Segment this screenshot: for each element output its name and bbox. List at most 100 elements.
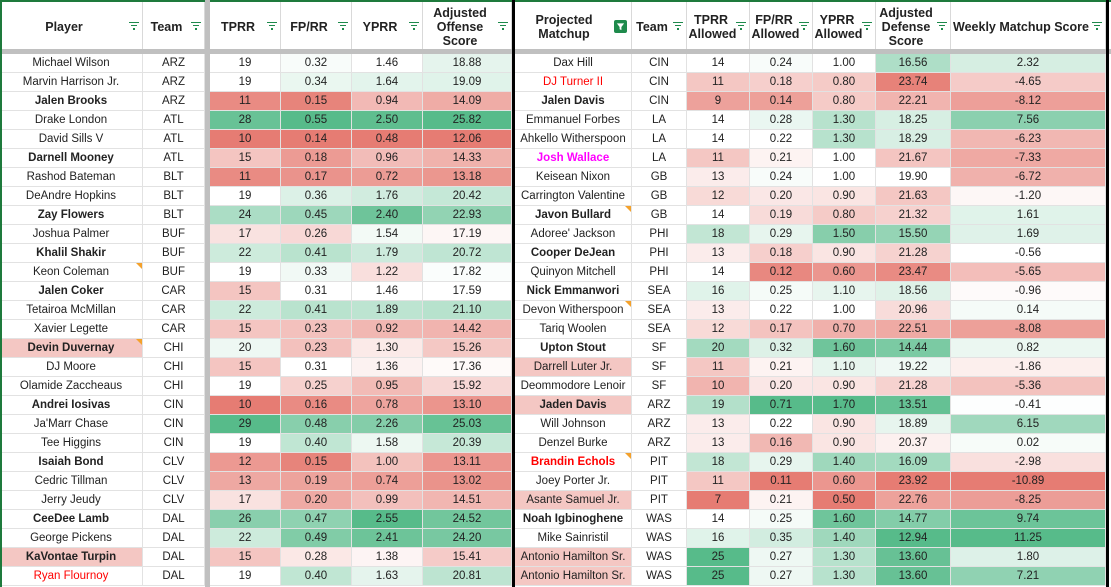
cell-fprr[interactable]: 0.41: [281, 301, 352, 320]
cell-yprr-allowed[interactable]: 1.30: [813, 548, 876, 567]
cell-fprr-allowed[interactable]: 0.29: [750, 453, 813, 472]
cell-tprr-allowed[interactable]: 12: [687, 187, 750, 206]
cell-tprr-allowed[interactable]: 14: [687, 54, 750, 73]
cell-adjusted-defense-score[interactable]: 22.21: [876, 92, 951, 111]
cell-projected-matchup[interactable]: Cooper DeJean: [515, 244, 632, 263]
cell-opp-team[interactable]: PIT: [632, 491, 687, 510]
cell-yprr[interactable]: 1.00: [352, 453, 423, 472]
cell-tprr[interactable]: 26: [210, 510, 281, 529]
cell-tprr-allowed[interactable]: 16: [687, 282, 750, 301]
cell-fprr[interactable]: 0.18: [281, 149, 352, 168]
cell-tprr-allowed[interactable]: 18: [687, 453, 750, 472]
cell-team[interactable]: CHI: [143, 377, 205, 396]
cell-adjusted-offense-score[interactable]: 17.59: [423, 282, 512, 301]
cell-fprr-allowed[interactable]: 0.20: [750, 187, 813, 206]
header-projected-matchup[interactable]: Projected Matchup: [515, 2, 632, 51]
cell-yprr[interactable]: 1.54: [352, 225, 423, 244]
header-opp-team[interactable]: Team: [632, 2, 687, 51]
cell-player[interactable]: CeeDee Lamb: [0, 510, 143, 529]
comment-indicator[interactable]: [625, 301, 631, 307]
cell-yprr-allowed[interactable]: 0.90: [813, 187, 876, 206]
cell-adjusted-offense-score[interactable]: 20.81: [423, 567, 512, 586]
cell-adjusted-defense-score[interactable]: 22.51: [876, 320, 951, 339]
cell-player[interactable]: Marvin Harrison Jr.: [0, 73, 143, 92]
cell-opp-team[interactable]: CIN: [632, 54, 687, 73]
cell-opp-team[interactable]: SEA: [632, 301, 687, 320]
cell-yprr[interactable]: 1.30: [352, 339, 423, 358]
cell-yprr[interactable]: 0.72: [352, 168, 423, 187]
cell-player[interactable]: Rashod Bateman: [0, 168, 143, 187]
cell-opp-team[interactable]: ARZ: [632, 415, 687, 434]
cell-weekly-matchup-score[interactable]: -2.98: [951, 453, 1106, 472]
header-yprr[interactable]: YPRR: [352, 2, 423, 51]
cell-yprr-allowed[interactable]: 0.60: [813, 263, 876, 282]
cell-adjusted-defense-score[interactable]: 20.96: [876, 301, 951, 320]
cell-yprr[interactable]: 1.46: [352, 54, 423, 73]
cell-player[interactable]: Devin Duvernay: [0, 339, 143, 358]
cell-team[interactable]: ARZ: [143, 54, 205, 73]
cell-weekly-matchup-score[interactable]: -0.96: [951, 282, 1106, 301]
cell-fprr-allowed[interactable]: 0.24: [750, 168, 813, 187]
cell-tprr-allowed[interactable]: 7: [687, 491, 750, 510]
cell-adjusted-defense-score[interactable]: 23.47: [876, 263, 951, 282]
cell-team[interactable]: BUF: [143, 225, 205, 244]
cell-yprr[interactable]: 1.64: [352, 73, 423, 92]
cell-team[interactable]: CIN: [143, 415, 205, 434]
cell-tprr-allowed[interactable]: 11: [687, 472, 750, 491]
filter-icon[interactable]: [862, 21, 872, 32]
cell-tprr-allowed[interactable]: 25: [687, 548, 750, 567]
cell-tprr-allowed[interactable]: 10: [687, 377, 750, 396]
cell-weekly-matchup-score[interactable]: -5.65: [951, 263, 1106, 282]
cell-projected-matchup[interactable]: Keisean Nixon: [515, 168, 632, 187]
cell-adjusted-offense-score[interactable]: 19.09: [423, 73, 512, 92]
filter-icon[interactable]: [267, 21, 277, 32]
cell-tprr[interactable]: 19: [210, 263, 281, 282]
cell-tprr-allowed[interactable]: 13: [687, 434, 750, 453]
cell-adjusted-defense-score[interactable]: 16.56: [876, 54, 951, 73]
comment-indicator[interactable]: [136, 339, 142, 345]
cell-adjusted-defense-score[interactable]: 16.09: [876, 453, 951, 472]
cell-yprr[interactable]: 0.99: [352, 491, 423, 510]
cell-opp-team[interactable]: CIN: [632, 92, 687, 111]
cell-adjusted-offense-score[interactable]: 17.82: [423, 263, 512, 282]
cell-opp-team[interactable]: SEA: [632, 282, 687, 301]
cell-tprr[interactable]: 10: [210, 396, 281, 415]
comment-indicator[interactable]: [136, 263, 142, 269]
cell-projected-matchup[interactable]: Noah Igbinoghene: [515, 510, 632, 529]
cell-player[interactable]: Olamide Zaccheaus: [0, 377, 143, 396]
cell-adjusted-defense-score[interactable]: 13.51: [876, 396, 951, 415]
cell-fprr[interactable]: 0.31: [281, 358, 352, 377]
filter-icon[interactable]: [937, 21, 947, 32]
cell-team[interactable]: DAL: [143, 567, 205, 586]
cell-adjusted-defense-score[interactable]: 21.32: [876, 206, 951, 225]
cell-team[interactable]: BLT: [143, 168, 205, 187]
cell-weekly-matchup-score[interactable]: -7.33: [951, 149, 1106, 168]
cell-fprr[interactable]: 0.15: [281, 92, 352, 111]
cell-tprr-allowed[interactable]: 14: [687, 510, 750, 529]
cell-player[interactable]: Isaiah Bond: [0, 453, 143, 472]
cell-yprr[interactable]: 1.76: [352, 187, 423, 206]
cell-tprr[interactable]: 13: [210, 472, 281, 491]
cell-fprr[interactable]: 0.19: [281, 472, 352, 491]
cell-fprr[interactable]: 0.15: [281, 453, 352, 472]
cell-opp-team[interactable]: WAS: [632, 510, 687, 529]
cell-weekly-matchup-score[interactable]: 7.21: [951, 567, 1106, 586]
cell-fprr-allowed[interactable]: 0.21: [750, 358, 813, 377]
cell-tprr[interactable]: 28: [210, 111, 281, 130]
cell-projected-matchup[interactable]: Jaden Davis: [515, 396, 632, 415]
cell-yprr[interactable]: 0.48: [352, 130, 423, 149]
cell-weekly-matchup-score[interactable]: 7.56: [951, 111, 1106, 130]
cell-yprr-allowed[interactable]: 1.60: [813, 339, 876, 358]
cell-team[interactable]: CLV: [143, 472, 205, 491]
cell-yprr[interactable]: 2.50: [352, 111, 423, 130]
cell-tprr-allowed[interactable]: 19: [687, 396, 750, 415]
cell-fprr-allowed[interactable]: 0.25: [750, 282, 813, 301]
cell-opp-team[interactable]: SF: [632, 358, 687, 377]
cell-fprr[interactable]: 0.36: [281, 187, 352, 206]
cell-player[interactable]: Jerry Jeudy: [0, 491, 143, 510]
cell-tprr[interactable]: 12: [210, 453, 281, 472]
cell-weekly-matchup-score[interactable]: -6.72: [951, 168, 1106, 187]
cell-adjusted-offense-score[interactable]: 20.39: [423, 434, 512, 453]
header-fprr-allowed[interactable]: FP/RR Allowed: [750, 2, 813, 51]
cell-yprr[interactable]: 1.58: [352, 434, 423, 453]
